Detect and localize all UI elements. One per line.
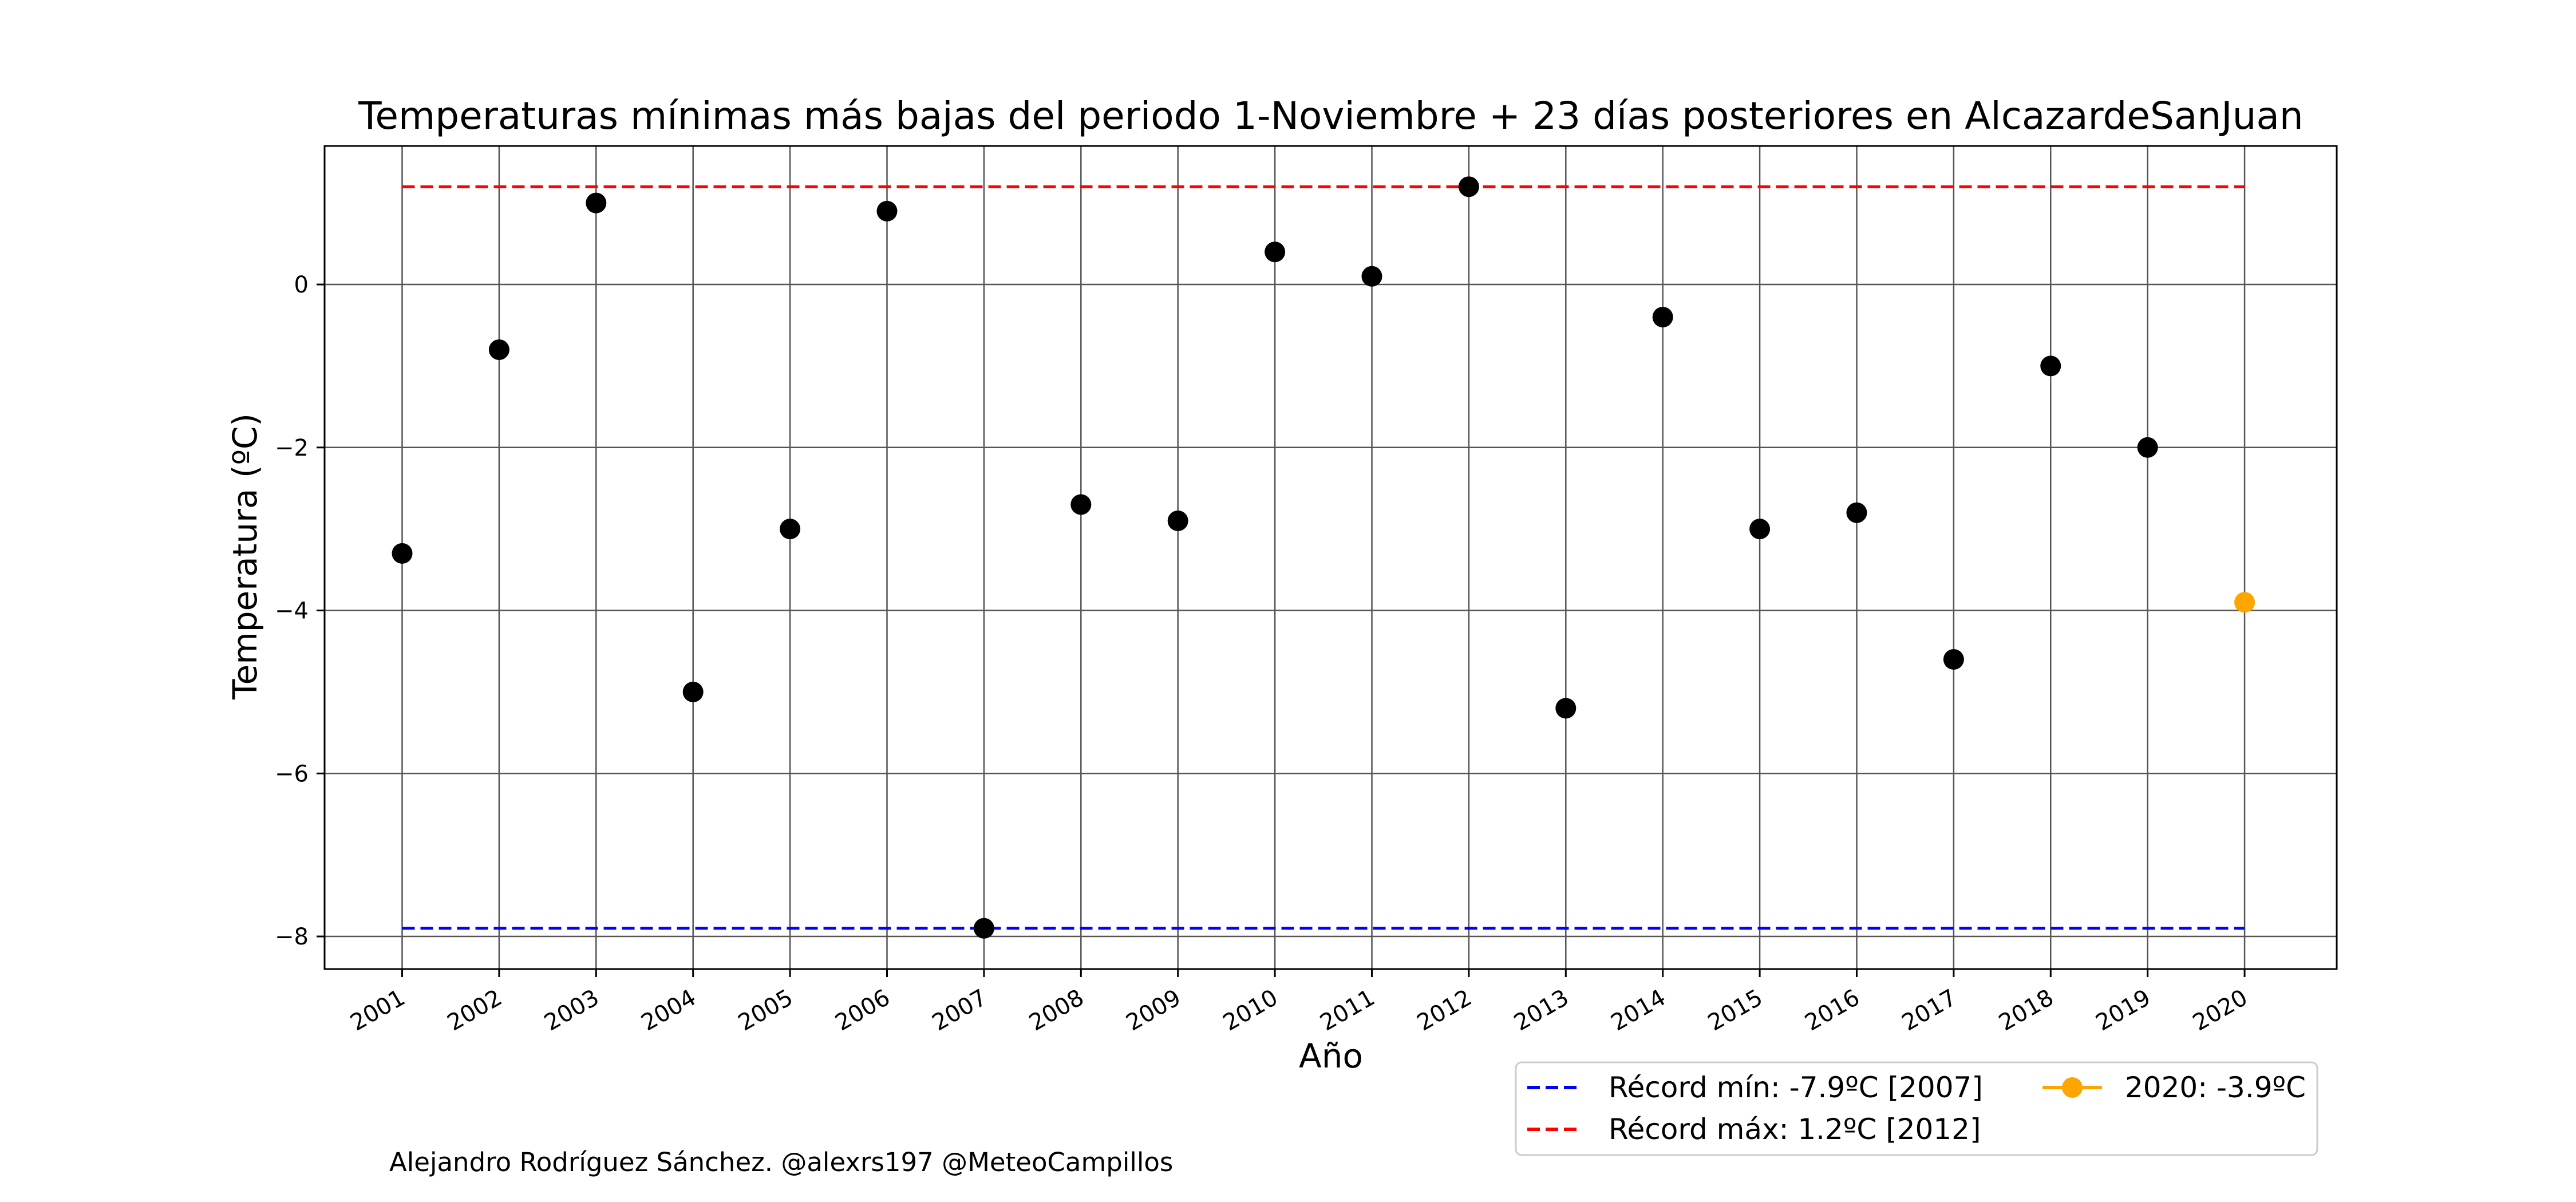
data-points: [392, 176, 2255, 939]
data-point: [1070, 494, 1092, 515]
reference-lines: [402, 185, 2245, 930]
data-point: [2137, 437, 2158, 458]
chart-title: Temperaturas mínimas más bajas del perio…: [358, 94, 2304, 138]
y-tick-label: −8: [275, 924, 309, 950]
legend-max-label: Récord máx: 1.2ºC [2012]: [1609, 1113, 1981, 1146]
y-tick-label: −6: [275, 761, 309, 787]
y-tick-label: −2: [275, 435, 309, 461]
credit-text: Alejandro Rodríguez Sánchez. @alexrs197 …: [389, 1147, 1173, 1177]
data-point: [1361, 266, 1382, 287]
data-point: [1943, 649, 1964, 670]
data-point: [876, 200, 898, 222]
legend-min-label: Récord mín: -7.9ºC [2007]: [1609, 1071, 1983, 1104]
data-point: [488, 339, 509, 360]
data-point: [973, 918, 994, 939]
data-point: [392, 543, 413, 564]
data-point: [780, 519, 801, 540]
legend-frame: [1515, 1061, 2318, 1156]
legend: Récord mín: -7.9ºC [2007] Récord máx: 1.…: [1515, 1061, 2318, 1156]
y-tick-label: 0: [294, 272, 309, 298]
data-point: [2040, 355, 2061, 377]
y-axis-label: Temperatura (ºC): [226, 413, 264, 700]
legend-2020-marker: [2062, 1077, 2083, 1098]
plot-frame: [323, 145, 2338, 970]
data-point: [682, 681, 704, 702]
legend-2020-label: 2020: -3.9ºC: [2125, 1071, 2306, 1104]
data-point: [1555, 698, 1577, 719]
data-point: [1458, 176, 1479, 197]
x-axis-label: Año: [1299, 1037, 1363, 1076]
data-point: [586, 192, 607, 213]
data-point-2020: [2234, 592, 2255, 613]
data-point: [1846, 502, 1867, 523]
data-point: [1749, 519, 1771, 540]
data-point: [1167, 510, 1188, 531]
data-point: [1265, 242, 1286, 263]
grid: [325, 146, 2337, 969]
data-point: [1652, 306, 1673, 327]
y-tick-label: −4: [275, 598, 309, 624]
